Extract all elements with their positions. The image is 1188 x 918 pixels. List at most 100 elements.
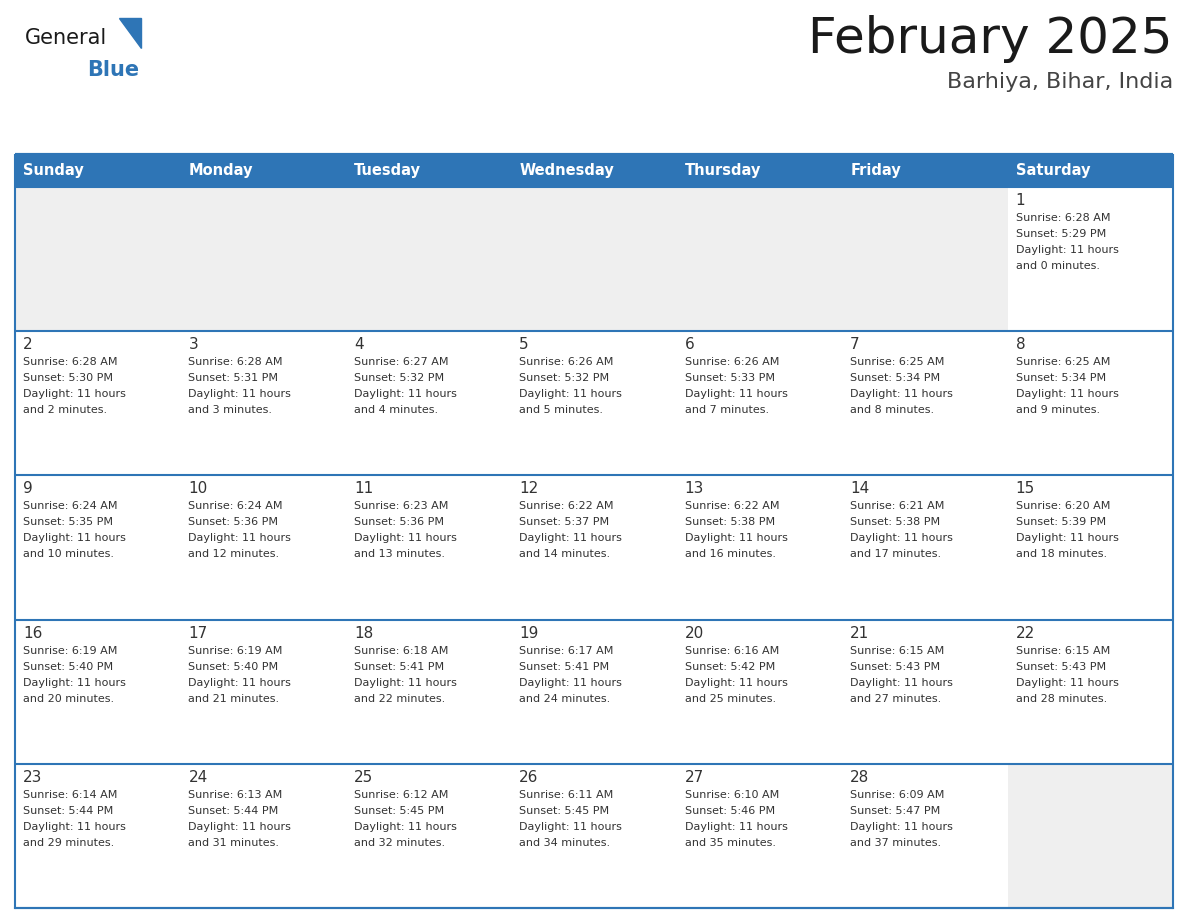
- Text: and 16 minutes.: and 16 minutes.: [684, 549, 776, 559]
- Text: Sunrise: 6:11 AM: Sunrise: 6:11 AM: [519, 789, 613, 800]
- Text: 17: 17: [189, 625, 208, 641]
- Text: 10: 10: [189, 481, 208, 497]
- Text: Sunset: 5:32 PM: Sunset: 5:32 PM: [354, 374, 444, 383]
- Text: Sunset: 5:41 PM: Sunset: 5:41 PM: [519, 662, 609, 672]
- Text: and 28 minutes.: and 28 minutes.: [1016, 694, 1107, 703]
- Text: Sunset: 5:46 PM: Sunset: 5:46 PM: [684, 806, 775, 816]
- Bar: [15, 331, 181, 476]
- Bar: [842, 620, 1007, 764]
- Text: 2: 2: [23, 337, 32, 353]
- Text: Sunday: Sunday: [23, 163, 83, 178]
- Text: Sunrise: 6:16 AM: Sunrise: 6:16 AM: [684, 645, 779, 655]
- Text: and 31 minutes.: and 31 minutes.: [189, 838, 279, 848]
- Text: Sunrise: 6:15 AM: Sunrise: 6:15 AM: [1016, 645, 1110, 655]
- Text: 18: 18: [354, 625, 373, 641]
- Text: Daylight: 11 hours: Daylight: 11 hours: [354, 677, 456, 688]
- Text: Daylight: 11 hours: Daylight: 11 hours: [519, 822, 623, 832]
- Text: and 20 minutes.: and 20 minutes.: [23, 694, 114, 703]
- Text: Sunrise: 6:28 AM: Sunrise: 6:28 AM: [1016, 213, 1110, 223]
- Text: Sunrise: 6:24 AM: Sunrise: 6:24 AM: [189, 501, 283, 511]
- Text: Sunrise: 6:23 AM: Sunrise: 6:23 AM: [354, 501, 448, 511]
- Text: Daylight: 11 hours: Daylight: 11 hours: [1016, 245, 1118, 255]
- Text: Sunset: 5:34 PM: Sunset: 5:34 PM: [851, 374, 940, 383]
- Bar: [677, 187, 842, 331]
- Text: Sunrise: 6:26 AM: Sunrise: 6:26 AM: [519, 357, 614, 367]
- Text: Sunrise: 6:19 AM: Sunrise: 6:19 AM: [189, 645, 283, 655]
- Text: Sunset: 5:39 PM: Sunset: 5:39 PM: [1016, 518, 1106, 528]
- Bar: [842, 476, 1007, 620]
- Bar: [181, 476, 346, 620]
- Text: and 17 minutes.: and 17 minutes.: [851, 549, 941, 559]
- Text: 14: 14: [851, 481, 870, 497]
- Bar: [511, 620, 677, 764]
- Bar: [1007, 620, 1173, 764]
- Text: Sunrise: 6:14 AM: Sunrise: 6:14 AM: [23, 789, 118, 800]
- Bar: [181, 620, 346, 764]
- Text: 21: 21: [851, 625, 870, 641]
- Bar: [1007, 764, 1173, 908]
- Text: Sunrise: 6:25 AM: Sunrise: 6:25 AM: [1016, 357, 1110, 367]
- Text: Saturday: Saturday: [1016, 163, 1091, 178]
- Text: Sunrise: 6:19 AM: Sunrise: 6:19 AM: [23, 645, 118, 655]
- Bar: [842, 187, 1007, 331]
- Bar: [842, 331, 1007, 476]
- Bar: [1007, 331, 1173, 476]
- Bar: [346, 331, 511, 476]
- Text: and 10 minutes.: and 10 minutes.: [23, 549, 114, 559]
- Bar: [677, 476, 842, 620]
- Text: 9: 9: [23, 481, 33, 497]
- Bar: [677, 331, 842, 476]
- Text: Sunrise: 6:10 AM: Sunrise: 6:10 AM: [684, 789, 779, 800]
- Bar: [511, 764, 677, 908]
- Text: 16: 16: [23, 625, 43, 641]
- Text: Sunrise: 6:27 AM: Sunrise: 6:27 AM: [354, 357, 448, 367]
- Text: 27: 27: [684, 770, 704, 785]
- Text: 5: 5: [519, 337, 529, 353]
- Text: Sunrise: 6:13 AM: Sunrise: 6:13 AM: [189, 789, 283, 800]
- Text: Sunset: 5:43 PM: Sunset: 5:43 PM: [1016, 662, 1106, 672]
- Text: Daylight: 11 hours: Daylight: 11 hours: [23, 822, 126, 832]
- Bar: [346, 476, 511, 620]
- Text: Sunset: 5:43 PM: Sunset: 5:43 PM: [851, 662, 940, 672]
- Text: Daylight: 11 hours: Daylight: 11 hours: [851, 533, 953, 543]
- Text: and 12 minutes.: and 12 minutes.: [189, 549, 279, 559]
- Bar: [15, 620, 181, 764]
- Text: and 32 minutes.: and 32 minutes.: [354, 838, 446, 848]
- Text: 22: 22: [1016, 625, 1035, 641]
- Text: and 9 minutes.: and 9 minutes.: [1016, 405, 1100, 415]
- Text: and 34 minutes.: and 34 minutes.: [519, 838, 611, 848]
- Text: Sunrise: 6:22 AM: Sunrise: 6:22 AM: [684, 501, 779, 511]
- Text: Daylight: 11 hours: Daylight: 11 hours: [189, 533, 291, 543]
- Text: Sunset: 5:38 PM: Sunset: 5:38 PM: [684, 518, 775, 528]
- Text: Sunset: 5:38 PM: Sunset: 5:38 PM: [851, 518, 940, 528]
- Text: and 14 minutes.: and 14 minutes.: [519, 549, 611, 559]
- Text: Sunset: 5:47 PM: Sunset: 5:47 PM: [851, 806, 941, 816]
- Text: 7: 7: [851, 337, 860, 353]
- Text: Thursday: Thursday: [684, 163, 762, 178]
- Text: Sunrise: 6:17 AM: Sunrise: 6:17 AM: [519, 645, 614, 655]
- Text: Sunset: 5:29 PM: Sunset: 5:29 PM: [1016, 229, 1106, 239]
- Text: Sunset: 5:45 PM: Sunset: 5:45 PM: [519, 806, 609, 816]
- Text: Sunset: 5:35 PM: Sunset: 5:35 PM: [23, 518, 113, 528]
- Text: Friday: Friday: [851, 163, 901, 178]
- Text: Blue: Blue: [87, 60, 139, 80]
- Text: Daylight: 11 hours: Daylight: 11 hours: [519, 389, 623, 399]
- Text: and 27 minutes.: and 27 minutes.: [851, 694, 941, 703]
- Text: 13: 13: [684, 481, 704, 497]
- Text: 12: 12: [519, 481, 538, 497]
- Text: Sunset: 5:30 PM: Sunset: 5:30 PM: [23, 374, 113, 383]
- Text: Daylight: 11 hours: Daylight: 11 hours: [1016, 677, 1118, 688]
- Text: 24: 24: [189, 770, 208, 785]
- Bar: [346, 764, 511, 908]
- Text: Sunset: 5:45 PM: Sunset: 5:45 PM: [354, 806, 444, 816]
- Text: and 25 minutes.: and 25 minutes.: [684, 694, 776, 703]
- Text: Sunset: 5:42 PM: Sunset: 5:42 PM: [684, 662, 775, 672]
- Text: Sunrise: 6:26 AM: Sunrise: 6:26 AM: [684, 357, 779, 367]
- Text: Sunset: 5:34 PM: Sunset: 5:34 PM: [1016, 374, 1106, 383]
- Bar: [1007, 187, 1173, 331]
- Text: and 22 minutes.: and 22 minutes.: [354, 694, 446, 703]
- Text: and 21 minutes.: and 21 minutes.: [189, 694, 279, 703]
- Text: Daylight: 11 hours: Daylight: 11 hours: [519, 677, 623, 688]
- Text: Sunrise: 6:24 AM: Sunrise: 6:24 AM: [23, 501, 118, 511]
- Text: Daylight: 11 hours: Daylight: 11 hours: [851, 389, 953, 399]
